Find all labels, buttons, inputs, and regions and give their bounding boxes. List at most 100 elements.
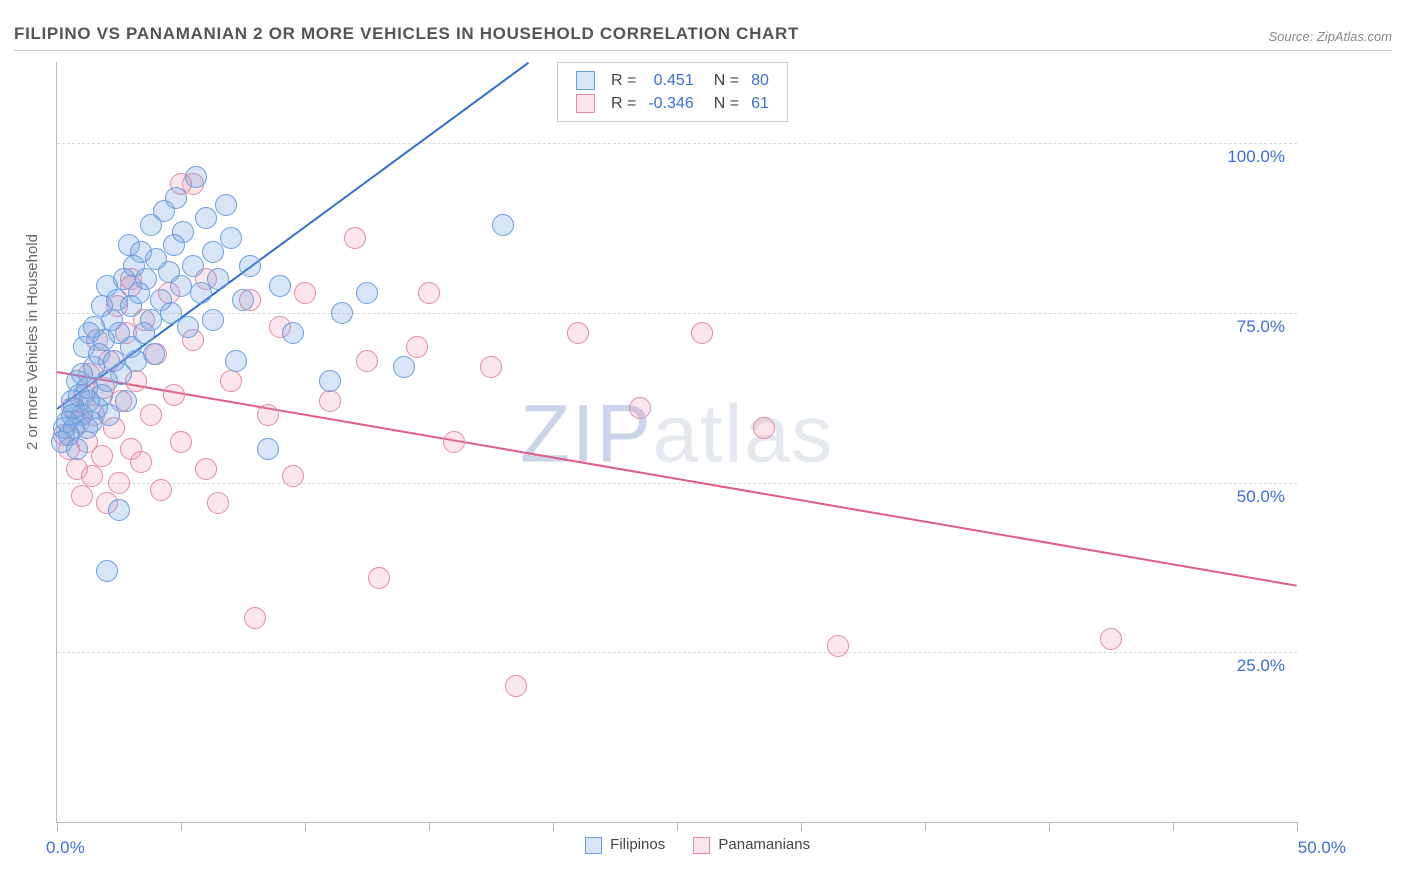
title-bar: FILIPINO VS PANAMANIAN 2 OR MORE VEHICLE… [14,12,1392,51]
stats-panamanians-r: -0.346 [642,92,699,115]
x-axis-max-label: 50.0% [1298,838,1346,858]
data-point [294,282,316,304]
gridline [57,483,1297,484]
chart-title: FILIPINO VS PANAMANIAN 2 OR MORE VEHICLE… [14,24,799,44]
data-point [827,635,849,657]
x-tick [1049,822,1050,831]
data-point [81,465,103,487]
data-point [629,397,651,419]
data-point [115,390,137,412]
data-point [418,282,440,304]
x-tick [305,822,306,831]
data-point [319,370,341,392]
stats-swatch-filipinos [576,71,595,90]
stats-r-label: R = [605,69,642,92]
data-point [108,499,130,521]
data-point [195,458,217,480]
legend-label-panamanians: Panamanians [718,836,810,853]
data-point [182,255,204,277]
legend-item-filipinos: Filipinos [585,836,665,854]
stats-panamanians-n: 61 [745,92,775,115]
y-tick-label: 50.0% [1237,487,1285,507]
data-point [269,275,291,297]
x-tick [429,822,430,831]
data-point [505,675,527,697]
data-point [225,350,247,372]
data-point [567,322,589,344]
data-point [172,221,194,243]
stats-filipinos-n: 80 [745,69,775,92]
data-point [220,370,242,392]
data-point [177,316,199,338]
data-point [91,445,113,467]
data-point [492,214,514,236]
data-point [170,431,192,453]
data-point [480,356,502,378]
data-point [150,479,172,501]
stats-swatch-panamanians [576,94,595,113]
stats-n-label: N = [700,69,745,92]
data-point [406,336,428,358]
data-point [71,485,93,507]
x-tick [677,822,678,831]
data-point [108,472,130,494]
data-point [257,438,279,460]
legend-swatch-panamanians [693,837,710,854]
data-point [207,492,229,514]
data-point [344,227,366,249]
data-point [163,384,185,406]
x-tick [801,822,802,831]
gridline [57,313,1297,314]
data-point [282,322,304,344]
data-point [202,241,224,263]
data-point [165,187,187,209]
stats-filipinos-r: 0.451 [642,69,699,92]
plot-area: ZIPatlas R = 0.451 N = 80 R = -0.346 N =… [56,62,1297,823]
x-tick [553,822,554,831]
y-tick-label: 75.0% [1237,317,1285,337]
y-axis-label: 2 or more Vehicles in Household [24,234,41,450]
y-tick-label: 100.0% [1227,147,1285,167]
data-point [96,560,118,582]
data-point [207,268,229,290]
data-point [143,343,165,365]
data-point [443,431,465,453]
stats-r-label: R = [605,92,642,115]
data-point [140,309,162,331]
legend-item-panamanians: Panamanians [693,836,810,854]
data-point [135,268,157,290]
data-point [202,309,224,331]
data-point [393,356,415,378]
x-tick [181,822,182,831]
watermark: ZIPatlas [520,387,834,481]
data-point [66,438,88,460]
x-tick [1173,822,1174,831]
gridline [57,143,1297,144]
data-point [356,282,378,304]
data-point [170,275,192,297]
stats-box: R = 0.451 N = 80 R = -0.346 N = 61 [557,62,788,122]
data-point [1100,628,1122,650]
data-point [232,289,254,311]
x-tick [925,822,926,831]
x-tick [57,822,58,831]
data-point [282,465,304,487]
legend: Filipinos Panamanians [585,836,810,854]
legend-label-filipinos: Filipinos [610,836,665,853]
data-point [195,207,217,229]
y-tick-label: 25.0% [1237,656,1285,676]
x-tick [1297,822,1298,831]
data-point [239,255,261,277]
data-point [331,302,353,324]
data-point [257,404,279,426]
data-point [244,607,266,629]
source-label: Source: ZipAtlas.com [1268,29,1392,44]
gridline [57,652,1297,653]
watermark-atlas: atlas [653,388,834,479]
stats-n-label: N = [700,92,745,115]
data-point [319,390,341,412]
data-point [215,194,237,216]
data-point [368,567,390,589]
data-point [130,451,152,473]
legend-swatch-filipinos [585,837,602,854]
